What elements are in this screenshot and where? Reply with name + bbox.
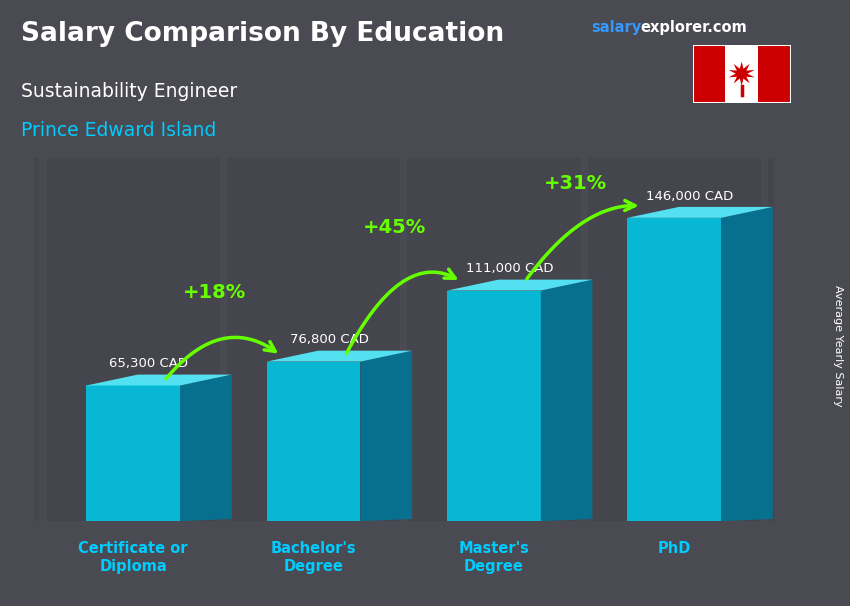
Bar [587,158,761,521]
Text: 146,000 CAD: 146,000 CAD [646,190,734,202]
Polygon shape [87,375,232,385]
Polygon shape [725,45,758,103]
Polygon shape [728,62,755,86]
Bar [768,158,850,521]
Text: Salary Comparison By Education: Salary Comparison By Education [21,21,504,47]
Text: +18%: +18% [183,283,246,302]
Text: 76,800 CAD: 76,800 CAD [290,333,369,346]
Polygon shape [721,207,773,521]
Text: Prince Edward Island: Prince Edward Island [21,121,217,140]
Text: Bachelor's
Degree: Bachelor's Degree [271,541,356,573]
Bar [47,158,220,521]
Text: Master's
Degree: Master's Degree [458,541,530,573]
Polygon shape [541,279,592,521]
Polygon shape [693,45,725,103]
Text: Average Yearly Salary: Average Yearly Salary [833,285,843,406]
Polygon shape [447,290,541,521]
Polygon shape [627,207,773,218]
Polygon shape [447,279,592,290]
Text: +31%: +31% [543,174,607,193]
Text: 111,000 CAD: 111,000 CAD [466,262,553,275]
Text: +45%: +45% [363,218,427,237]
Bar [407,158,581,521]
Bar [227,158,400,521]
Text: salary: salary [591,20,641,35]
Polygon shape [267,351,412,362]
Polygon shape [627,218,721,521]
Polygon shape [87,385,180,521]
Text: Sustainability Engineer: Sustainability Engineer [21,82,237,101]
Bar [0,158,39,521]
Polygon shape [180,375,232,521]
Text: Certificate or
Diploma: Certificate or Diploma [78,541,188,573]
Text: explorer.com: explorer.com [640,20,747,35]
Text: PhD: PhD [658,541,691,556]
Polygon shape [360,351,412,521]
Text: 65,300 CAD: 65,300 CAD [109,357,188,370]
Polygon shape [267,362,360,521]
Polygon shape [758,45,791,103]
